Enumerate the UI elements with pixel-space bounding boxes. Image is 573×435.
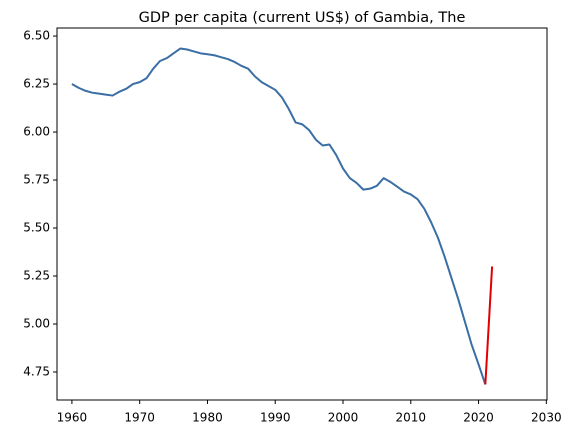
x-tick-label: 2000	[328, 411, 359, 425]
data-line	[71, 47, 487, 385]
y-tick-label: 6.00	[23, 125, 50, 139]
plot-frame	[56, 27, 548, 401]
data-line	[484, 266, 494, 385]
x-tick-label: 2030	[531, 411, 562, 425]
y-tick-label: 6.25	[23, 77, 50, 91]
x-tick-label: 1960	[57, 411, 88, 425]
y-tick-label: 5.75	[23, 173, 50, 187]
chart-title: GDP per capita (current US$) of Gambia, …	[139, 10, 466, 26]
x-tick-label: 2020	[463, 411, 494, 425]
x-tick-label: 1970	[124, 411, 155, 425]
y-tick-label: 4.75	[23, 364, 50, 378]
y-tick-label: 5.25	[23, 269, 50, 283]
y-tick-label: 6.50	[23, 29, 50, 43]
x-tick-label: 1990	[260, 411, 291, 425]
x-tick-label: 2010	[396, 411, 427, 425]
y-tick-label: 5.50	[23, 221, 50, 235]
x-tick-label: 1980	[192, 411, 223, 425]
y-tick-label: 5.00	[23, 316, 50, 330]
